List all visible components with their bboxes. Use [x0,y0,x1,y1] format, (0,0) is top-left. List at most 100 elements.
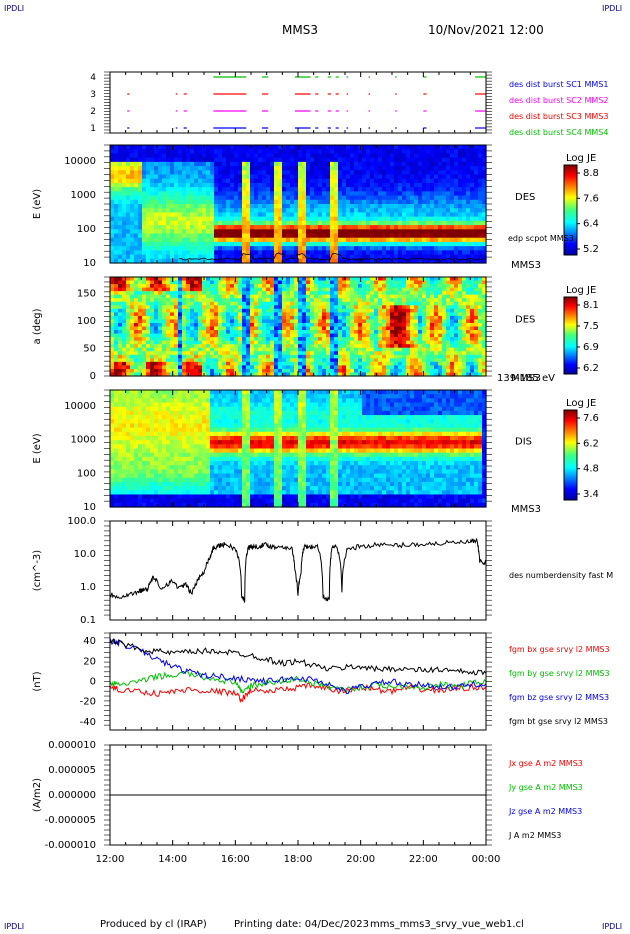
des-energy-cell [306,153,311,159]
des-pitch-cell [382,330,387,335]
des-pitch-cell [182,368,187,374]
des-energy-cell [290,191,295,197]
des-pitch-cell [122,354,127,359]
des-energy-cell [278,216,283,222]
des-energy-cell [414,229,419,235]
des-pitch-cell [258,322,263,328]
des-pitch-cell [194,294,199,299]
des-energy-cell [142,161,147,167]
des-energy-cell [438,220,443,226]
des-energy-cell [450,157,455,163]
des-pitch-cell [174,354,179,359]
des-energy-cell [406,199,411,205]
des-energy-cell [202,182,207,188]
des-energy-cell [174,237,179,243]
des-energy-cell [262,161,267,167]
des-energy-cell [230,178,235,184]
des-energy-cell [358,178,363,184]
des-pitch-cell [394,372,399,377]
des-pitch-cell [162,368,167,374]
des-energy-cell [458,258,463,264]
des-energy-cell [454,250,459,256]
des-energy-cell [166,191,171,197]
des-pitch-cell [386,358,391,363]
des-energy-cell [302,204,307,209]
des-energy-cell [458,174,463,180]
des-pitch-cell [410,319,415,324]
des-energy-cell [426,166,431,171]
des-pitch-cell [266,298,271,303]
des-pitch-cell [190,298,195,303]
des-energy-cell [470,250,475,256]
des-energy-cell [350,212,355,218]
des-pitch-cell [218,344,223,349]
des-pitch-cell [354,368,359,374]
des-pitch-cell [334,333,339,338]
des-pitch-cell [150,330,155,335]
des-pitch-cell [442,361,447,366]
des-energy-cell [286,229,291,235]
des-energy-cell [182,212,187,218]
des-energy-cell [422,182,427,188]
des-pitch-cell [302,322,307,328]
des-pitch-cell [414,319,419,324]
des-pitch-cell [246,301,251,306]
des-pitch-cell [302,305,307,310]
des-energy-cell [122,254,127,260]
des-energy-cell [154,229,159,235]
des-pitch-cell [278,330,283,335]
des-energy-cell [118,229,123,235]
des-energy-cell [226,216,231,222]
des-pitch-cell [426,347,431,352]
des-energy-cell [462,212,467,218]
des-pitch-cell [282,368,287,374]
des-energy-cell [242,225,247,230]
des-pitch-cell [318,291,323,296]
des-energy-cell [258,199,263,205]
des-energy-cell [314,174,319,180]
des-energy-cell [302,191,307,197]
des-pitch-cell [178,301,183,306]
des-pitch-cell [190,308,195,313]
des-pitch-cell [374,368,379,374]
des-pitch-cell [226,277,231,282]
des-pitch-cell [438,351,443,356]
des-energy-cell [338,149,343,155]
des-energy-cell [202,161,207,167]
des-energy-cell [466,220,471,226]
des-energy-cell [342,208,347,214]
des-pitch-cell [338,291,343,296]
des-energy-cell [306,220,311,226]
des-pitch-cell [194,326,199,331]
des-energy-cell [450,216,455,222]
des-pitch-cell [350,361,355,366]
des-energy-cell [198,250,203,256]
des-pitch-cell [222,361,227,366]
des-pitch-cell [414,277,419,282]
des-pitch-cell [286,337,291,342]
des-pitch-cell [194,340,199,345]
des-pitch-cell [302,301,307,306]
des-energy-cell [190,182,195,188]
des-energy-cell [410,166,415,171]
des-pitch-cell [226,280,231,285]
des-pitch-cell [386,319,391,324]
des-energy-cell [230,157,235,163]
des-pitch-cell [430,330,435,335]
des-energy-cell [234,204,239,209]
des-energy-cell [182,145,187,150]
des-energy-cell [162,174,167,180]
des-energy-cell [230,195,235,201]
des-pitch-cell [238,337,243,342]
des-pitch-cell [182,277,187,282]
des-pitch-cell [110,315,115,321]
des-energy-cell [406,246,411,251]
des-energy-cell [186,153,191,159]
des-energy-cell [110,208,115,214]
des-energy-cell [290,161,295,167]
des-energy-cell [366,199,371,205]
des-energy-cell [306,208,311,214]
des-energy-cell [398,178,403,184]
des-energy-cell [130,145,135,150]
des-energy-cell [422,258,427,264]
